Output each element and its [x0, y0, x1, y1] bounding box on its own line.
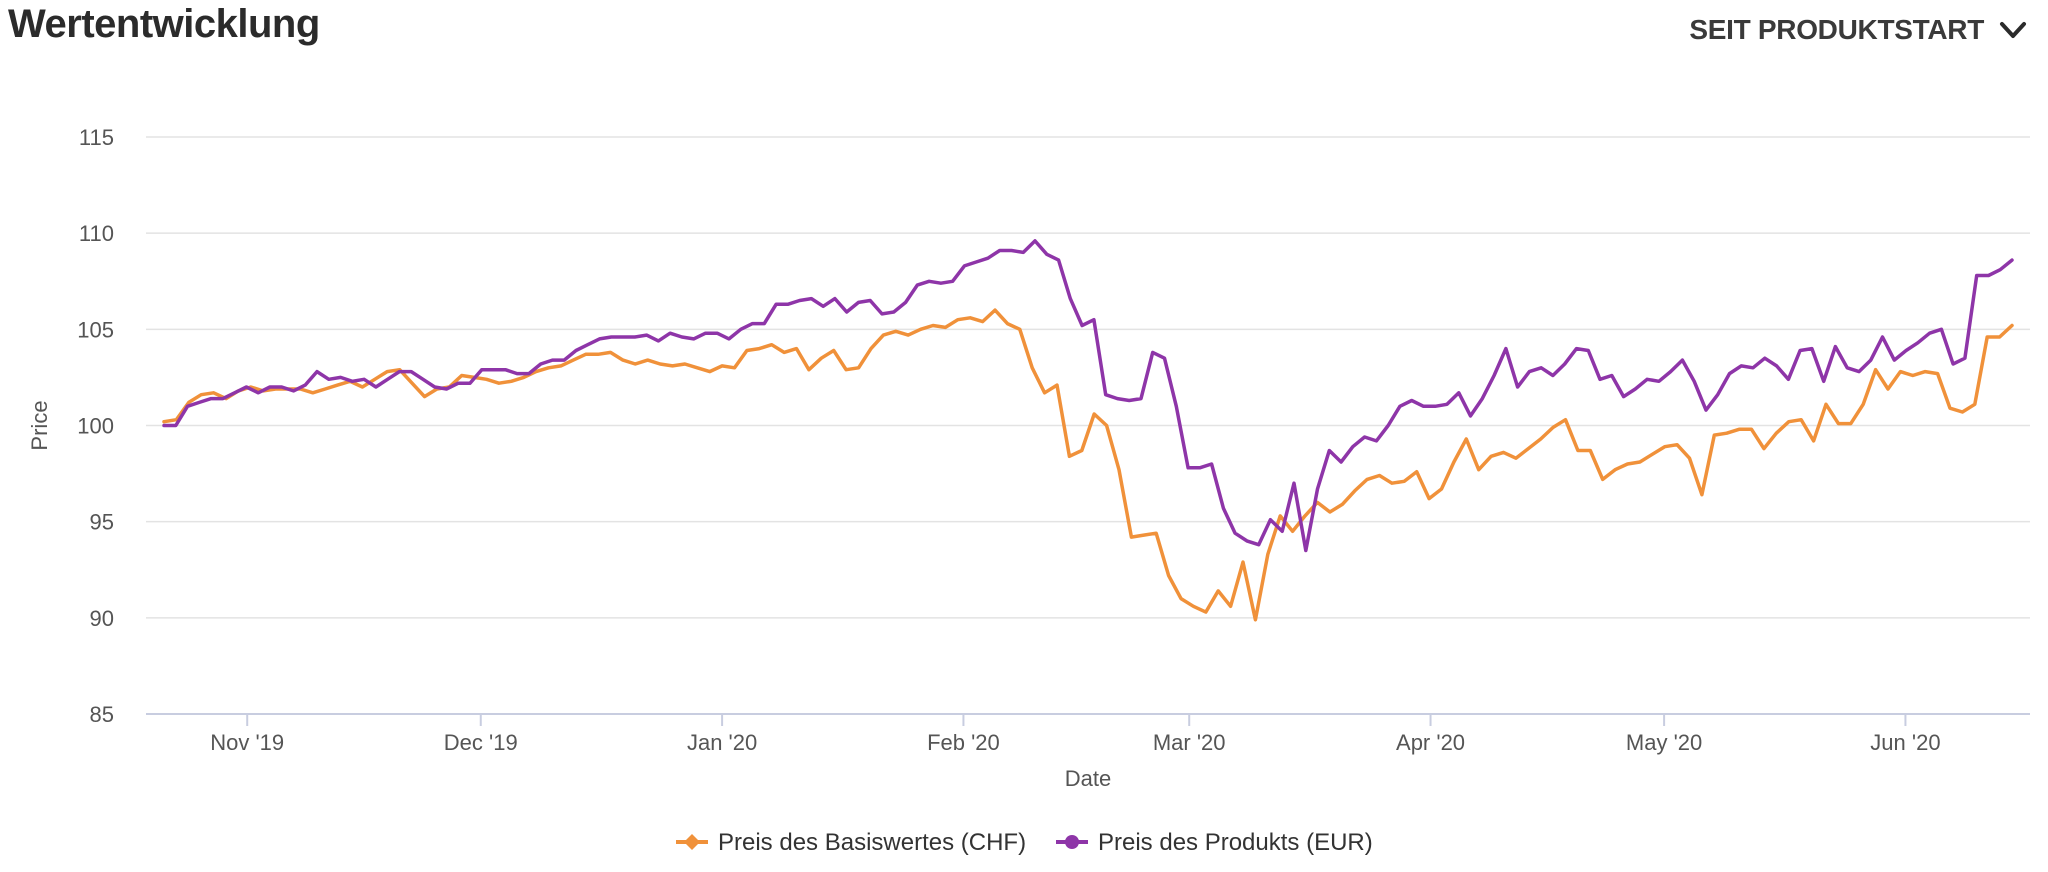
y-tick-label: 110: [79, 221, 114, 246]
series-line-1: [162, 308, 2014, 622]
y-tick-label: 85: [90, 702, 114, 727]
diamond-marker-icon: [684, 834, 700, 850]
y-tick-label: 115: [79, 125, 114, 150]
period-selector-label: SEIT PRODUKTSTART: [1689, 14, 1984, 45]
period-selector[interactable]: SEIT PRODUKTSTART: [1689, 14, 2028, 46]
chevron-down-icon: [2000, 22, 2026, 38]
page-title: Wertentwicklung: [8, 2, 320, 46]
series-line-2: [162, 239, 2014, 553]
gridlines: [146, 136, 2030, 619]
legend-label: Preis des Produkts (EUR): [1098, 829, 1373, 856]
x-axis: Nov '19 Dec '19 Jan '20 Feb '20 Mar '20 Apr '…: [146, 713, 2030, 755]
x-axis-title: Date: [1065, 766, 1111, 791]
y-tick-label: 90: [90, 606, 114, 631]
legend: Preis des Basiswertes (CHF) Preis des Pro…: [676, 829, 1373, 856]
x-tick-label: Dec '19: [444, 730, 518, 755]
x-tick-label: Feb '20: [927, 730, 1000, 755]
x-tick-label: Jun '20: [1870, 730, 1940, 755]
legend-item[interactable]: Preis des Produkts (EUR): [1056, 829, 1373, 856]
legend-label: Preis des Basiswertes (CHF): [718, 829, 1026, 856]
series-lines: [162, 239, 2014, 622]
y-tick-label: 95: [90, 510, 114, 535]
y-axis-ticks: 85 90 95 100 105 110 115: [77, 125, 114, 727]
x-tick-label: May '20: [1626, 730, 1702, 755]
x-tick-label: Nov '19: [210, 730, 284, 755]
x-tick-label: Apr '20: [1396, 730, 1465, 755]
x-tick-label: Mar '20: [1153, 730, 1226, 755]
y-axis-title: Price: [27, 400, 52, 450]
x-tick-label: Jan '20: [687, 730, 757, 755]
circle-marker-icon: [1065, 835, 1079, 849]
y-tick-label: 100: [77, 414, 114, 439]
y-tick-label: 105: [77, 317, 114, 342]
legend-item[interactable]: Preis des Basiswertes (CHF): [676, 829, 1026, 856]
